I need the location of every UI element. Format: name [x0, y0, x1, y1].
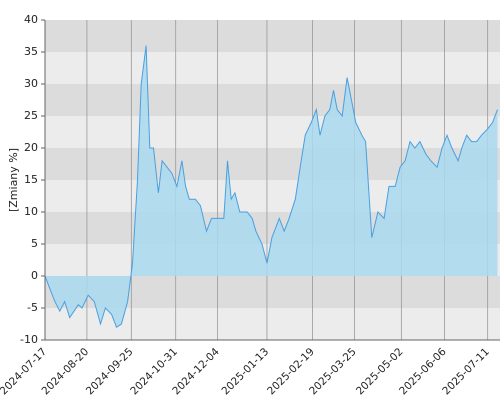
grid-band	[45, 20, 500, 52]
y-tick-label: 25	[24, 109, 38, 122]
y-tick-label: 15	[24, 173, 38, 186]
grid-band	[45, 52, 500, 84]
y-tick-label: -10	[20, 333, 38, 346]
y-tick-label: 30	[24, 77, 38, 90]
y-tick-label: 40	[24, 13, 38, 26]
grid-band	[45, 116, 500, 148]
y-tick-label: 10	[24, 205, 38, 218]
y-tick-label: 0	[31, 269, 38, 282]
line	[44, 45, 498, 328]
area	[45, 45, 498, 328]
y-tick-label: 5	[31, 237, 38, 250]
grid-band	[45, 84, 500, 116]
x-tick-label: 2025-01-13	[220, 346, 272, 398]
y-axis-label: [Zmiany %]	[7, 148, 20, 212]
y-tick-label: 35	[24, 45, 38, 58]
y-tick-label: 20	[24, 141, 38, 154]
y-tick-label: -5	[27, 301, 38, 314]
